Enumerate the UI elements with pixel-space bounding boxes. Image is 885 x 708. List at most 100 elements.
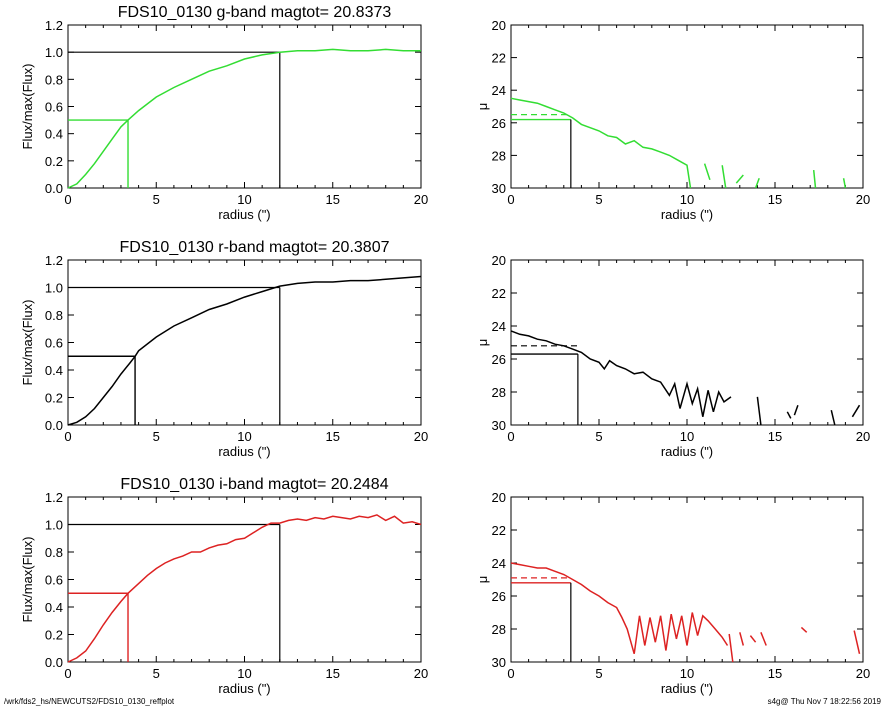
file-path-footer: /wrk/fds2_hs/NEWCUTS2/FDS10_0130_reffplo…: [4, 697, 175, 706]
y-tick-label: 26: [492, 589, 506, 604]
x-tick-label: 0: [64, 666, 71, 681]
x-axis-label: radius ("): [661, 681, 713, 696]
profile-segment: [721, 165, 727, 189]
plot-frame: [67, 24, 422, 189]
y-tick-label: 22: [492, 51, 506, 66]
y-tick-label: 0.6: [45, 336, 63, 351]
x-axis-label: radius ("): [218, 681, 270, 696]
x-tick-label: 0: [507, 192, 514, 207]
y-tick-label: 28: [492, 148, 506, 163]
profile-segment: [739, 632, 745, 646]
growth-curve: [67, 514, 422, 663]
plot-frame: [67, 496, 422, 663]
x-tick-label: 5: [153, 192, 160, 207]
x-tick-label: 5: [595, 192, 602, 207]
y-axis-label: μ: [475, 103, 490, 111]
y-tick-label: 1.0: [45, 518, 63, 533]
panel-title: FDS10_0130 i-band magtot= 20.2484: [120, 476, 388, 493]
x-tick-label: 15: [768, 429, 782, 444]
profile-segment: [754, 177, 760, 189]
y-tick-label: 24: [492, 319, 506, 334]
x-tick-label: 20: [856, 666, 870, 681]
profile-segment: [851, 404, 861, 418]
y-tick-label: 30: [492, 655, 506, 670]
x-tick-label: 15: [326, 666, 340, 681]
x-tick-label: 10: [237, 192, 251, 207]
y-axis-label: Flux/max(Flux): [20, 537, 35, 623]
x-tick-label: 15: [768, 666, 782, 681]
profile-segment: [756, 396, 762, 426]
x-tick-label: 0: [64, 192, 71, 207]
growth-curve: [67, 275, 422, 426]
y-tick-label: 26: [492, 116, 506, 131]
y-tick-label: 0.0: [45, 418, 63, 433]
plot-frame: [67, 259, 422, 426]
y-tick-label: 1.0: [45, 45, 63, 60]
panel-title: FDS10_0130 r-band magtot= 20.3807: [120, 239, 390, 256]
y-tick-label: 0.2: [45, 391, 63, 406]
x-tick-label: 5: [595, 429, 602, 444]
y-tick-label: 0.6: [45, 573, 63, 588]
y-tick-label: 1.2: [45, 18, 63, 33]
profile-segment: [510, 97, 692, 189]
y-tick-label: 22: [492, 286, 506, 301]
profile-segment: [760, 632, 767, 646]
y-tick-label: 0.4: [45, 363, 63, 378]
y-tick-label: 20: [492, 253, 506, 268]
timestamp-footer: s4g@ Thu Nov 7 18:22:56 2019: [767, 697, 881, 706]
x-tick-label: 15: [326, 429, 340, 444]
y-tick-label: 0.0: [45, 181, 63, 196]
y-tick-label: 1.2: [45, 490, 63, 505]
x-tick-label: 20: [414, 192, 428, 207]
y-tick-label: 28: [492, 622, 506, 637]
y-tick-label: 0.0: [45, 655, 63, 670]
profile-segment: [510, 330, 732, 417]
profile-segment: [786, 411, 792, 419]
y-tick-label: 20: [492, 490, 506, 505]
y-axis-label: Flux/max(Flux): [20, 64, 35, 150]
x-tick-label: 0: [507, 429, 514, 444]
y-tick-label: 0.4: [45, 127, 63, 142]
profile-segment: [830, 410, 836, 426]
y-tick-label: 0.8: [45, 308, 63, 323]
y-tick-label: 30: [492, 418, 506, 433]
x-axis-label: radius ("): [661, 207, 713, 222]
panel-title: FDS10_0130 g-band magtot= 20.8373: [118, 4, 392, 21]
x-tick-label: 10: [237, 429, 251, 444]
x-tick-label: 20: [414, 666, 428, 681]
profile-segment: [842, 178, 847, 189]
x-tick-label: 20: [414, 429, 428, 444]
y-tick-label: 30: [492, 181, 506, 196]
x-tick-label: 5: [595, 666, 602, 681]
y-tick-label: 1.0: [45, 281, 63, 296]
profile-segment: [749, 635, 757, 643]
plot-frame: [510, 496, 864, 663]
y-tick-label: 24: [492, 556, 506, 571]
profile-segment: [703, 163, 711, 181]
x-tick-label: 0: [64, 429, 71, 444]
growth-curve: [67, 48, 421, 189]
profile-segment: [735, 174, 744, 184]
y-tick-label: 0.6: [45, 100, 63, 115]
y-tick-label: 26: [492, 352, 506, 367]
x-tick-label: 10: [680, 666, 694, 681]
profile-segment: [800, 626, 808, 633]
x-tick-label: 5: [153, 429, 160, 444]
x-tick-label: 10: [237, 666, 251, 681]
y-tick-label: 0.4: [45, 600, 63, 615]
y-axis-label: Flux/max(Flux): [20, 300, 35, 386]
x-tick-label: 10: [680, 192, 694, 207]
profile-segment: [853, 630, 861, 654]
y-tick-label: 20: [492, 18, 506, 33]
profile-segment: [793, 404, 799, 416]
x-axis-label: radius ("): [218, 207, 270, 222]
x-tick-label: 5: [153, 666, 160, 681]
profile-segment: [510, 562, 729, 655]
x-tick-label: 20: [856, 192, 870, 207]
x-tick-label: 0: [507, 666, 514, 681]
x-axis-label: radius ("): [661, 444, 713, 459]
x-tick-label: 15: [326, 192, 340, 207]
y-tick-label: 0.2: [45, 154, 63, 169]
y-tick-label: 24: [492, 83, 506, 98]
